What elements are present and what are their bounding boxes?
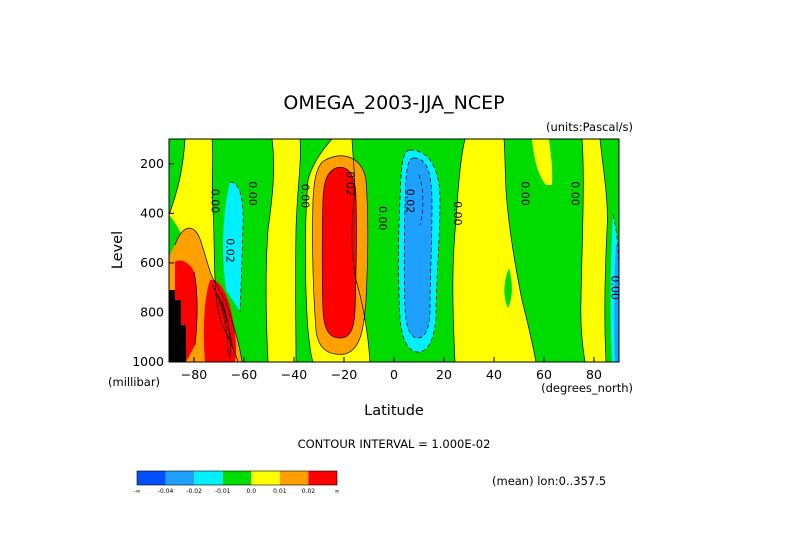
contour-label: 0.02 xyxy=(224,238,237,263)
y-tick-label: 400 xyxy=(140,205,164,220)
x-tick-label: 80 xyxy=(586,367,602,382)
red-region-subtrop xyxy=(322,167,357,338)
contour-label: 0.00 xyxy=(609,275,622,300)
green-region-sh-pole xyxy=(169,139,185,215)
below-ground-mask xyxy=(169,290,186,362)
colorbar-tick-label: 0.01 xyxy=(273,488,287,495)
colorbar-swatch xyxy=(279,471,309,485)
colorbar-tick-label: ∞ xyxy=(335,488,340,495)
colorbar-tick-label: 0.02 xyxy=(302,488,316,495)
x-tick-label: 40 xyxy=(486,367,502,382)
x-tick-label: −20 xyxy=(331,367,357,382)
contour-lines xyxy=(169,139,608,362)
y-tick-label: 1000 xyxy=(132,354,164,369)
colorbar-tick-label: -0.04 xyxy=(158,488,174,495)
colorbar-tick-label: -0.01 xyxy=(215,488,231,495)
x-axis-units: (degrees_north) xyxy=(541,381,633,395)
colorbar-tick-label: 0.0 xyxy=(247,488,257,495)
units-note: (units:Pascal/s) xyxy=(546,120,633,134)
colorbar-ticks: -∞ -0.04 -0.02 -0.01 0.0 0.01 0.02 ∞ xyxy=(133,488,339,495)
green-region-sh-subtrop xyxy=(295,139,332,362)
colorbar-tick-label: -∞ xyxy=(133,488,140,495)
contour-label: 0.00 xyxy=(209,189,222,214)
contour-label: 0.02 xyxy=(344,171,357,196)
colorbar-swatch xyxy=(194,471,223,485)
cyan-region-sh xyxy=(223,182,244,312)
y-axis-ticks: 200 400 600 800 1000 xyxy=(132,156,174,369)
colorbar-swatch xyxy=(222,471,252,485)
green-region-npole-spot xyxy=(504,268,512,308)
contour-label: 0.00 xyxy=(299,184,312,209)
x-tick-label: −60 xyxy=(231,367,257,382)
red-region-sh-pole-b xyxy=(203,279,236,362)
x-tick-label: −40 xyxy=(281,367,307,382)
y-tick-label: 600 xyxy=(140,255,164,270)
colorbar-swatch xyxy=(137,471,166,485)
colorbar-swatch xyxy=(251,471,280,485)
blue-region-equator xyxy=(404,158,432,338)
x-axis-title: Latitude xyxy=(364,403,424,419)
mean-lon-text: (mean) lon:0..357.5 xyxy=(492,474,606,488)
y-axis-units: (millibar) xyxy=(108,375,160,389)
x-axis-ticks: −80 −60 −40 −20 0 20 40 60 80 xyxy=(181,357,602,382)
x-tick-label: 0 xyxy=(390,367,398,382)
y-tick-label: 800 xyxy=(140,304,164,319)
contour-label: 0.02 xyxy=(404,189,417,214)
colorbar-tick-label: -0.02 xyxy=(186,488,202,495)
colorbar-swatch xyxy=(308,471,337,485)
plot-area xyxy=(169,139,619,362)
contour-interval-text: CONTOUR INTERVAL = 1.000E-02 xyxy=(298,437,491,451)
contour-label: 0.00 xyxy=(519,181,532,206)
x-tick-label: 20 xyxy=(436,367,452,382)
colorbar-frame xyxy=(136,470,338,486)
contour-label: 0.00 xyxy=(376,206,389,231)
colorbar-swatch xyxy=(165,471,195,485)
x-tick-label: −80 xyxy=(181,367,207,382)
contour-labels: 0.00 0.00 0.00 0.02 0.02 0.00 0.02 0.00 0.00 0.00… xyxy=(209,171,622,300)
y-tick-label: 200 xyxy=(140,156,164,171)
contour-label: 0.00 xyxy=(451,201,464,226)
contour-label: 0.00 xyxy=(569,181,582,206)
green-region-nh-mid xyxy=(504,139,585,362)
colorbar xyxy=(136,470,338,486)
contour-label: 0.00 xyxy=(246,181,259,206)
y-axis-title: Level xyxy=(110,231,126,269)
x-tick-label: 60 xyxy=(536,367,552,382)
chart-title: OMEGA_2003-JJA_NCEP xyxy=(283,92,504,114)
blue-region-npole xyxy=(614,245,619,362)
